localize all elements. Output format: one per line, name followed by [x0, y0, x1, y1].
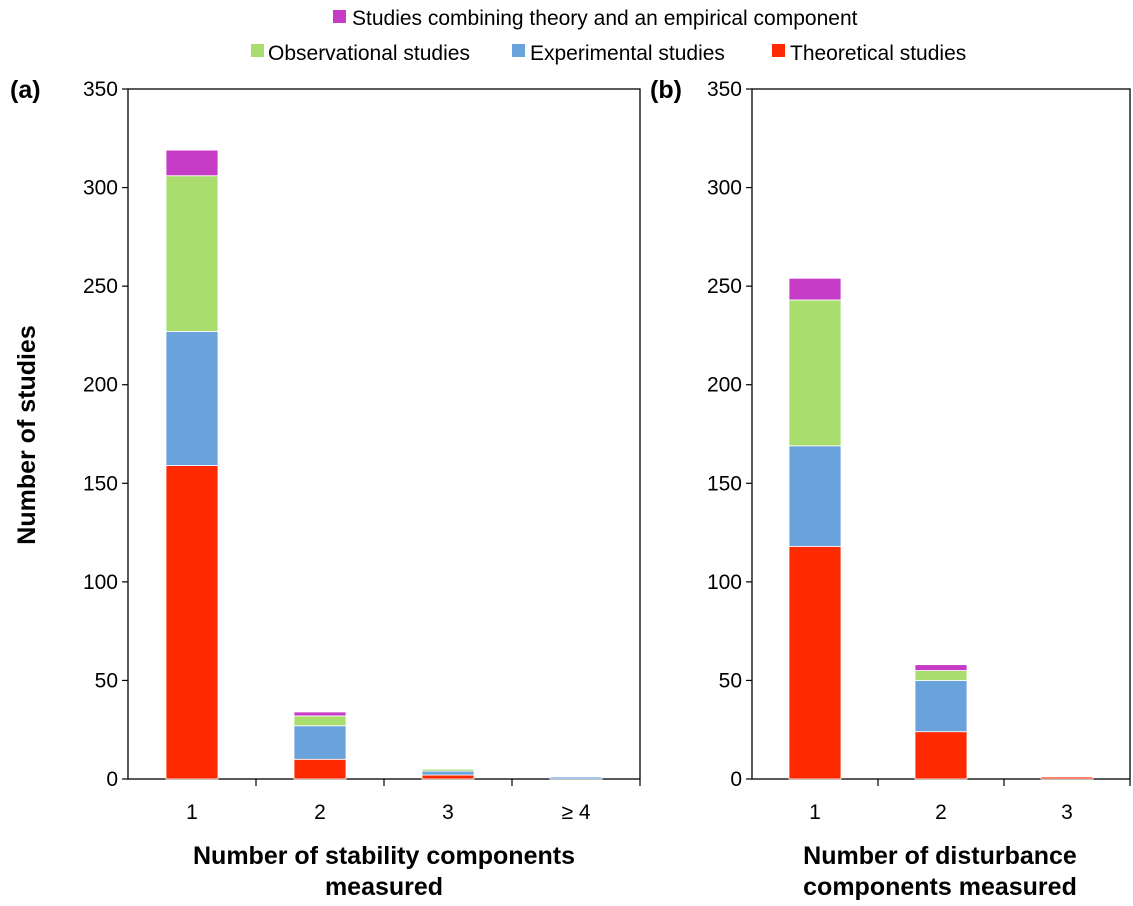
panel-b-y-tick-label: 50 — [719, 669, 742, 692]
panel-b-bar-2-segment-1 — [914, 680, 968, 733]
panel-a-bar-1-segment-2 — [165, 175, 219, 332]
panel-a-y-tick-label: 100 — [83, 571, 118, 594]
panel-b-x-axis-label-line1: Number of disturbance — [803, 842, 1077, 870]
panel-a-bar-2-segment-2 — [293, 715, 347, 727]
panel-b-bar-2-segment-3 — [914, 664, 968, 671]
panel-a-bar-3-segment-2 — [421, 768, 475, 772]
panel-b-bar-2-segment-0 — [914, 731, 968, 780]
panel-a-bar-2-segment-1 — [293, 725, 347, 760]
panel-a-x-tick-label: ≥ 4 — [561, 801, 590, 824]
panel-b-grid-axes: 0 50 100 150 200 250 300 350 1 2 3 — [707, 78, 1131, 824]
panel-b-y-tick-label: 350 — [707, 78, 742, 101]
legend: Studies combining theory and an empirica… — [251, 7, 966, 65]
panel-a-y-tick-label: 350 — [83, 78, 118, 101]
panel-a-label: (a) — [10, 76, 41, 104]
panel-b-bar-3-segment-0 — [1040, 776, 1094, 780]
panel-a-x-tick-label: 3 — [442, 801, 454, 824]
panel-a-y-tick-label: 50 — [95, 669, 118, 692]
panel-b-y-tick-label: 100 — [707, 571, 742, 594]
panel-a-y-tick-label: 150 — [83, 472, 118, 495]
panel-b-label: (b) — [650, 76, 682, 104]
y-axis-label: Number of studies — [13, 325, 41, 544]
panel-b-x-tick-label: 2 — [935, 801, 947, 824]
panel-a-bar-3-segment-0 — [421, 774, 475, 780]
panel-a-y-tick-label: 200 — [83, 374, 118, 397]
panel-b-y-tick-label: 300 — [707, 177, 742, 200]
panel-b-bar-1-segment-1 — [788, 445, 842, 547]
panel-a-x-axis-label-line1: Number of stability components — [193, 842, 575, 870]
legend-label-combined: Studies combining theory and an empirica… — [352, 7, 858, 30]
panel-a-y-tick-label: 300 — [83, 177, 118, 200]
panel-b-y-tick-label: 250 — [707, 275, 742, 298]
legend-swatch-experimental — [512, 44, 525, 57]
panel-b-x-tick-label: 1 — [809, 801, 821, 824]
panel-b-x-axis-label-line2: components measured — [803, 873, 1077, 901]
panel-a-grid-axes: 0 50 100 150 200 250 300 350 1 2 3 ≥ 4 — [83, 78, 641, 824]
panel-a-bar-1-segment-0 — [165, 465, 219, 780]
panel-b-bars — [788, 277, 1094, 780]
legend-swatch-observational — [251, 44, 264, 57]
panel-a-bar-3-segment-1 — [421, 770, 475, 776]
panel-a-bar-2-segment-0 — [293, 758, 347, 780]
panel-a-bar-1-segment-3 — [165, 149, 219, 177]
legend-swatch-theoretical — [772, 44, 785, 57]
panel-b-x-tick-label: 3 — [1061, 801, 1073, 824]
legend-label-theoretical: Theoretical studies — [790, 42, 966, 65]
panel-a: (a) 0 50 100 150 200 250 300 350 1 2 3 ≥ 4 Number o… — [10, 76, 641, 901]
panel-a-bar-2-segment-3 — [293, 711, 347, 717]
panel-b-bar-1-segment-3 — [788, 277, 842, 301]
legend-label-experimental: Experimental studies — [530, 42, 725, 65]
panel-a-x-tick-label: 1 — [186, 801, 198, 824]
panel-a-x-tick-label: 2 — [314, 801, 326, 824]
panel-a-bars — [165, 149, 603, 780]
panel-b: (b) 0 50 100 150 200 250 300 350 1 2 3 Number of d… — [650, 76, 1131, 901]
panel-a-y-tick-label: 250 — [83, 275, 118, 298]
panel-b-bar-2-segment-2 — [914, 670, 968, 681]
panel-b-y-tick-label: 150 — [707, 472, 742, 495]
panel-a-bar-1-segment-1 — [165, 331, 219, 466]
panel-a-bar-gege4-segment-1 — [549, 776, 603, 780]
panel-b-y-tick-label: 0 — [730, 768, 742, 791]
legend-label-observational: Observational studies — [268, 42, 470, 65]
panel-a-y-tick-label: 0 — [106, 768, 118, 791]
panel-a-x-axis-label-line2: measured — [325, 873, 443, 901]
panel-b-bar-1-segment-0 — [788, 545, 842, 780]
legend-swatch-combined — [333, 10, 346, 23]
panel-b-bar-1-segment-2 — [788, 299, 842, 447]
panel-b-y-tick-label: 200 — [707, 374, 742, 397]
